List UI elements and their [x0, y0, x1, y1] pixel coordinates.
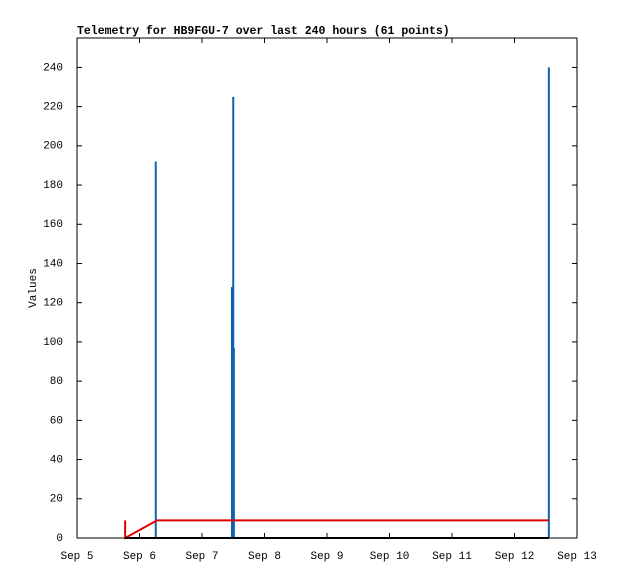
chart-title: Telemetry for HB9FGU-7 over last 240 hou… — [77, 25, 450, 38]
y-tick-label: 20 — [50, 494, 63, 506]
y-tick-label: 80 — [50, 376, 63, 388]
x-tick-label: Sep 13 — [557, 551, 597, 563]
x-tick-label: Sep 9 — [310, 551, 343, 563]
y-tick-label: 200 — [43, 141, 63, 153]
y-tick-label: 240 — [43, 62, 63, 74]
y-tick-label: 180 — [43, 180, 63, 192]
x-tick-label: Sep 5 — [60, 551, 93, 563]
x-tick-label: Sep 6 — [123, 551, 156, 563]
y-tick-label: 160 — [43, 219, 63, 231]
line-series — [124, 519, 549, 540]
y-tick-label: 60 — [50, 415, 63, 427]
plot-frame — [76, 37, 578, 539]
y-tick-label: 100 — [43, 337, 63, 349]
y-tick-label: 0 — [56, 533, 63, 545]
y-tick-label: 140 — [43, 258, 63, 270]
x-tick-label: Sep 7 — [185, 551, 218, 563]
x-tick-label: Sep 11 — [432, 551, 472, 563]
x-tick-label: Sep 10 — [370, 551, 410, 563]
y-tick-label: 120 — [43, 298, 63, 310]
y-axis-label: Values — [28, 268, 40, 308]
y-tick-label: 40 — [50, 454, 63, 466]
x-tick-label: Sep 8 — [248, 551, 281, 563]
x-tick-label: Sep 12 — [495, 551, 535, 563]
y-tick-label: 220 — [43, 102, 63, 114]
